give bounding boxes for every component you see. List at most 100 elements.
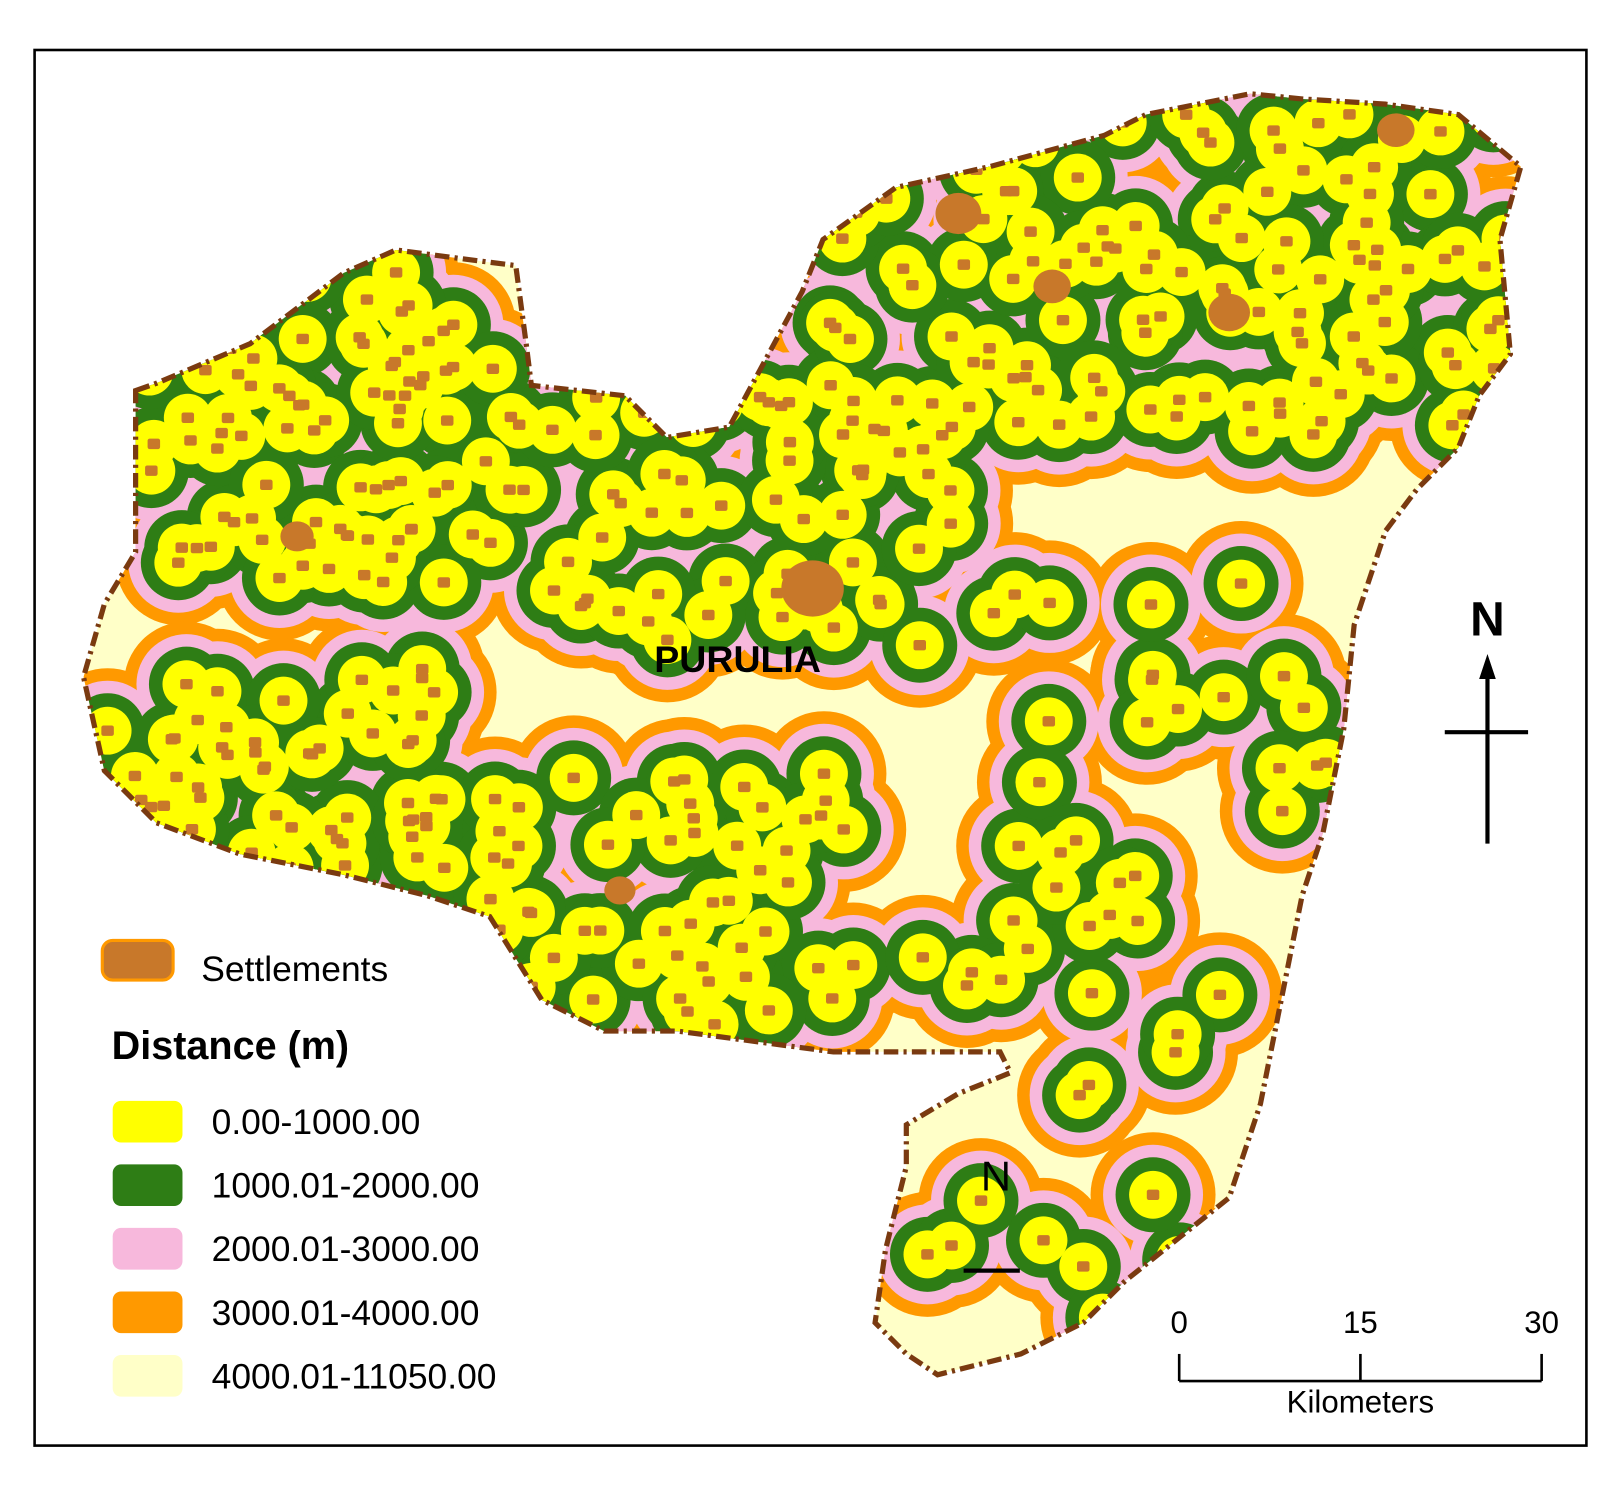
settlement: [606, 489, 620, 500]
settlement: [1170, 411, 1183, 422]
settlement: [664, 835, 677, 846]
settlement: [309, 516, 323, 528]
settlement: [1378, 316, 1392, 328]
settlement: [376, 576, 390, 588]
settlement: [962, 401, 976, 413]
settlement: [680, 507, 694, 519]
settlement: [1297, 702, 1311, 714]
settlement: [1208, 214, 1222, 225]
settlement: [1101, 241, 1114, 252]
settlement: [503, 484, 516, 495]
settlement: [983, 342, 996, 354]
settlement: [1424, 188, 1437, 200]
settlement: [355, 674, 369, 685]
settlement: [1012, 840, 1025, 852]
settlement: [388, 356, 402, 368]
settlement: [658, 925, 672, 937]
settlement: [479, 456, 493, 467]
settlement: [1171, 1028, 1184, 1040]
settlement: [322, 563, 336, 575]
settlement: [762, 1005, 776, 1016]
settlement: [360, 294, 374, 305]
settlement: [945, 1240, 958, 1251]
settlement: [484, 537, 497, 549]
settlement: [402, 738, 415, 750]
settlement: [814, 810, 828, 821]
settlement: [819, 795, 832, 806]
settlement: [401, 797, 415, 809]
settlement: [836, 233, 849, 244]
settlement: [922, 468, 935, 480]
settlement: [1242, 400, 1256, 412]
settlement: [415, 672, 429, 684]
settlement: [1173, 394, 1186, 406]
settlement: [439, 365, 453, 376]
settlement: [1096, 224, 1109, 236]
settlement: [836, 429, 850, 440]
settlement: [714, 500, 728, 511]
settlements: [101, 100, 1512, 1340]
settlement: [145, 465, 158, 476]
settlement: [249, 747, 262, 758]
settlement: [1367, 161, 1381, 173]
settlement: [987, 608, 1001, 619]
settlement: [438, 862, 451, 873]
scale-tick-label: 30: [1524, 1305, 1559, 1340]
settlement: [589, 392, 603, 403]
settlement: [595, 532, 609, 543]
settlement: [739, 971, 753, 983]
settlement: [668, 776, 681, 787]
settlement: [341, 708, 355, 719]
settlement: [1196, 127, 1210, 138]
settlement: [1234, 578, 1248, 589]
settlement: [1343, 109, 1356, 120]
settlement: [1273, 762, 1286, 774]
settlement: [1273, 143, 1287, 154]
legend-swatch: [100, 938, 175, 982]
settlement: [891, 395, 904, 406]
settlement: [935, 430, 949, 441]
settlement: [522, 906, 535, 918]
settlement: [1012, 417, 1025, 428]
settlement-large: [781, 560, 844, 617]
settlement: [797, 513, 810, 525]
settlement: [255, 534, 269, 546]
settlement: [547, 952, 561, 964]
settlement: [1449, 359, 1462, 371]
settlement: [185, 824, 199, 835]
settlement: [645, 507, 659, 518]
settlement: [260, 479, 273, 491]
settlement: [402, 344, 415, 356]
settlement: [1313, 274, 1327, 285]
scale-bar: 0 15 30 Kilometers: [1171, 1305, 1560, 1419]
settlement: [893, 447, 907, 458]
settlement: [561, 556, 575, 568]
settlement: [735, 942, 748, 953]
settlement: [504, 411, 518, 423]
settlement: [1083, 920, 1096, 932]
settlement: [293, 400, 306, 411]
settlement: [1438, 253, 1452, 265]
settlement: [1273, 408, 1287, 419]
settlement: [383, 390, 396, 401]
settlement: [547, 585, 561, 596]
settlement: [307, 425, 321, 436]
settlement: [827, 622, 841, 633]
settlement: [437, 325, 450, 337]
legend-swatch: [112, 1227, 183, 1270]
settlement: [671, 950, 684, 961]
settlement: [817, 768, 831, 779]
settlement: [221, 412, 235, 424]
settlement: [1446, 420, 1459, 431]
settlement: [783, 436, 797, 448]
settlement: [447, 319, 460, 330]
settlement: [1309, 376, 1323, 388]
settlement: [1363, 188, 1377, 200]
settlement: [999, 186, 1013, 197]
settlement: [269, 810, 283, 821]
settlement: [706, 897, 720, 908]
settlement: [678, 774, 691, 785]
legend: Settlements Distance (m) 0.00-1000.00 1000.…: [100, 938, 496, 1397]
settlement: [389, 267, 403, 278]
